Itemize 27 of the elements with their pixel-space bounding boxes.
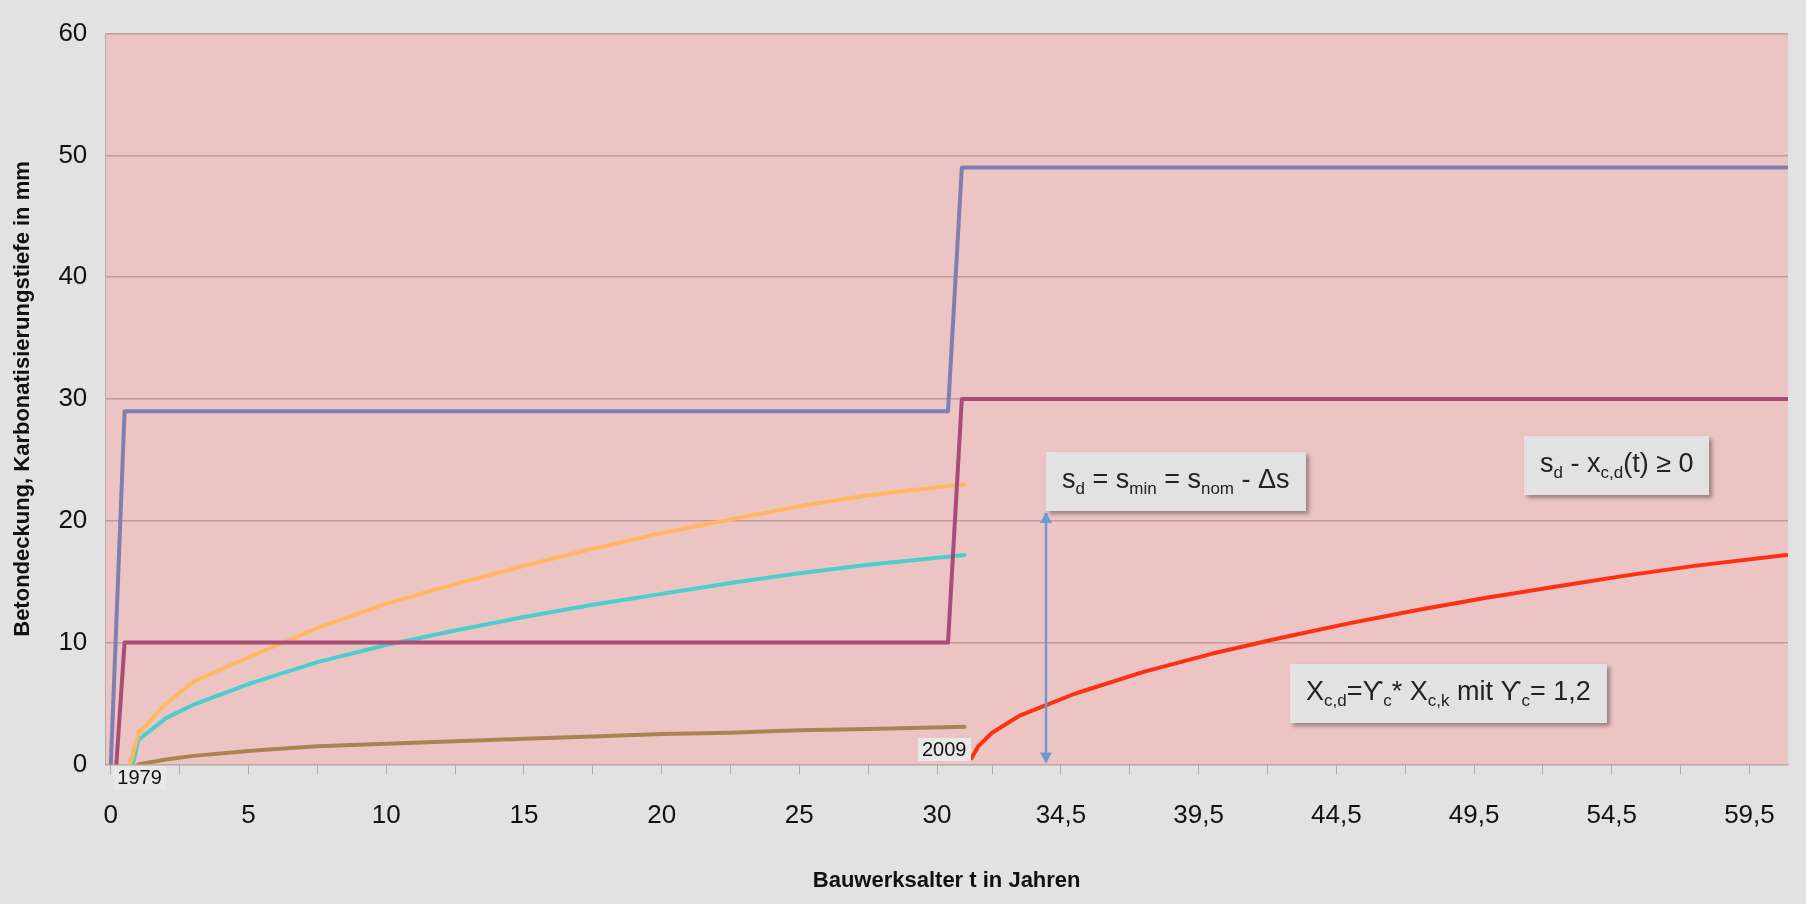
y-axis-title: Betondeckung, Karbonatisierungstiefe in mm: [9, 161, 35, 637]
x-axis-title: Bauwerksalter t in Jahren: [812, 866, 1081, 892]
x-tick-label: 10: [371, 799, 401, 830]
text: X$_{c,d}$=ϒ$_{c}$* X$_{c,k}$ mit ϒ$_{c}$= 1,2: [1306, 676, 1591, 711]
y-tick-label: 10: [58, 625, 88, 656]
y-tick-label: 40: [58, 260, 88, 291]
x-tick-label: 25: [784, 799, 814, 830]
annotation: 2009: [918, 738, 971, 762]
text: 1979: [113, 766, 166, 790]
x-tick-label: 59,5: [1724, 799, 1775, 830]
x-tick-label: 0: [103, 799, 119, 830]
x-tick-label: 34,5: [1035, 799, 1087, 830]
x-tick-label: 30: [922, 799, 952, 830]
annotation: s$_{d}$ = s$_{min}$ = s$_{nom}$ - Δs: [1046, 452, 1306, 512]
x-tick-label: 44,5: [1311, 799, 1362, 830]
x-tick-label: 5: [241, 799, 256, 830]
annotation: s$_{d}$ - x$_{c,d}$(t) ≥ 0: [1524, 436, 1710, 496]
x-tick-label: 20: [647, 799, 677, 830]
x-tick-label: 15: [509, 799, 539, 830]
y-tick-label: 20: [58, 503, 88, 534]
y-tick-label: 50: [58, 138, 88, 169]
y-tick-label: 30: [58, 382, 88, 413]
x-tick-label: 39,5: [1173, 799, 1224, 830]
y-tick-label: 60: [58, 16, 88, 47]
x-tick-label: 49,5: [1448, 799, 1500, 830]
x-tick-label: 54,5: [1586, 799, 1638, 830]
y-tick-label: 0: [72, 747, 88, 778]
